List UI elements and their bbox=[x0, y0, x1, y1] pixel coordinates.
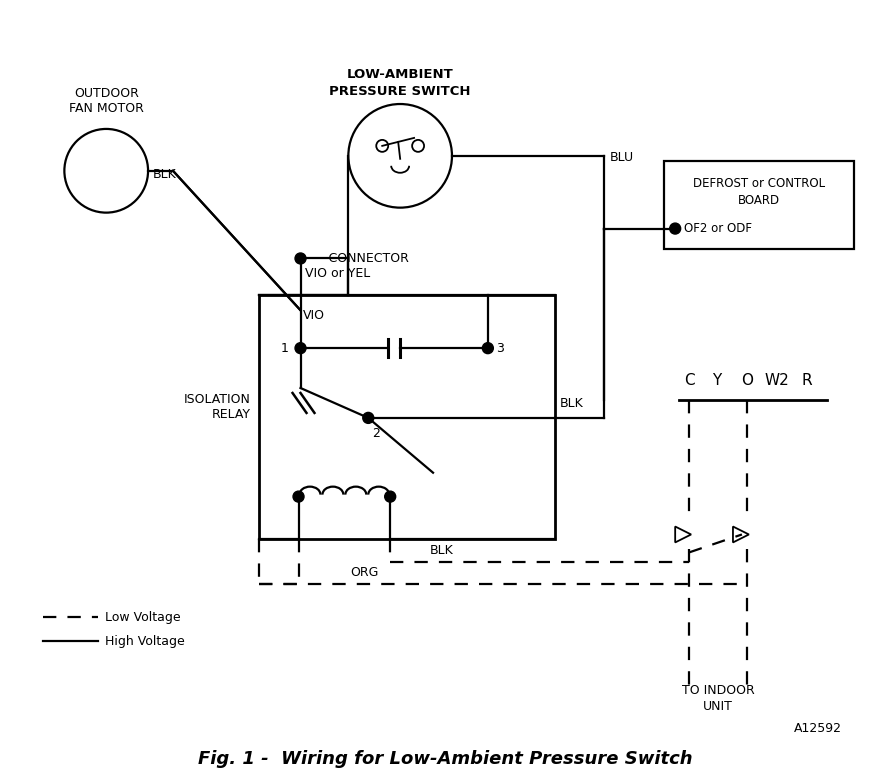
Text: A12592: A12592 bbox=[794, 722, 842, 736]
Text: OF2 or ODF: OF2 or ODF bbox=[684, 222, 752, 235]
Bar bbox=[259, 296, 554, 539]
Text: W2: W2 bbox=[765, 372, 789, 387]
Text: BOARD: BOARD bbox=[738, 194, 780, 207]
Text: VIO or YEL: VIO or YEL bbox=[304, 267, 369, 280]
Text: BLU: BLU bbox=[610, 151, 634, 164]
Text: — CONNECTOR: — CONNECTOR bbox=[312, 252, 409, 265]
Text: DEFROST or CONTROL: DEFROST or CONTROL bbox=[692, 177, 825, 190]
Circle shape bbox=[295, 343, 306, 354]
Text: FAN MOTOR: FAN MOTOR bbox=[69, 102, 143, 115]
Text: 1: 1 bbox=[280, 341, 288, 355]
Text: LOW-AMBIENT: LOW-AMBIENT bbox=[347, 68, 454, 81]
Circle shape bbox=[293, 491, 304, 502]
Text: Y: Y bbox=[712, 372, 722, 387]
Text: Fig. 1 -  Wiring for Low-Ambient Pressure Switch: Fig. 1 - Wiring for Low-Ambient Pressure… bbox=[198, 750, 692, 767]
Text: O: O bbox=[740, 372, 753, 387]
Text: VIO: VIO bbox=[303, 309, 325, 322]
Text: R: R bbox=[801, 372, 812, 387]
Text: BLK: BLK bbox=[430, 545, 454, 557]
Circle shape bbox=[384, 491, 396, 502]
Text: High Voltage: High Voltage bbox=[105, 635, 185, 648]
Text: ISOLATION: ISOLATION bbox=[184, 393, 251, 407]
Text: TO INDOOR: TO INDOOR bbox=[682, 684, 755, 698]
Text: BLK: BLK bbox=[153, 168, 177, 181]
Text: ORG: ORG bbox=[351, 566, 379, 580]
Circle shape bbox=[295, 253, 306, 264]
Circle shape bbox=[482, 343, 493, 354]
Text: 2: 2 bbox=[372, 428, 380, 440]
Text: C: C bbox=[684, 372, 694, 387]
Text: RELAY: RELAY bbox=[212, 408, 251, 421]
Text: BLK: BLK bbox=[560, 397, 583, 410]
Text: 3: 3 bbox=[496, 341, 504, 355]
Bar bbox=[664, 161, 854, 248]
Circle shape bbox=[363, 412, 374, 424]
Text: Low Voltage: Low Voltage bbox=[105, 611, 181, 624]
Text: PRESSURE SWITCH: PRESSURE SWITCH bbox=[329, 85, 471, 98]
Text: UNIT: UNIT bbox=[703, 701, 733, 713]
Text: OUTDOOR: OUTDOOR bbox=[74, 87, 139, 99]
Circle shape bbox=[669, 223, 681, 234]
